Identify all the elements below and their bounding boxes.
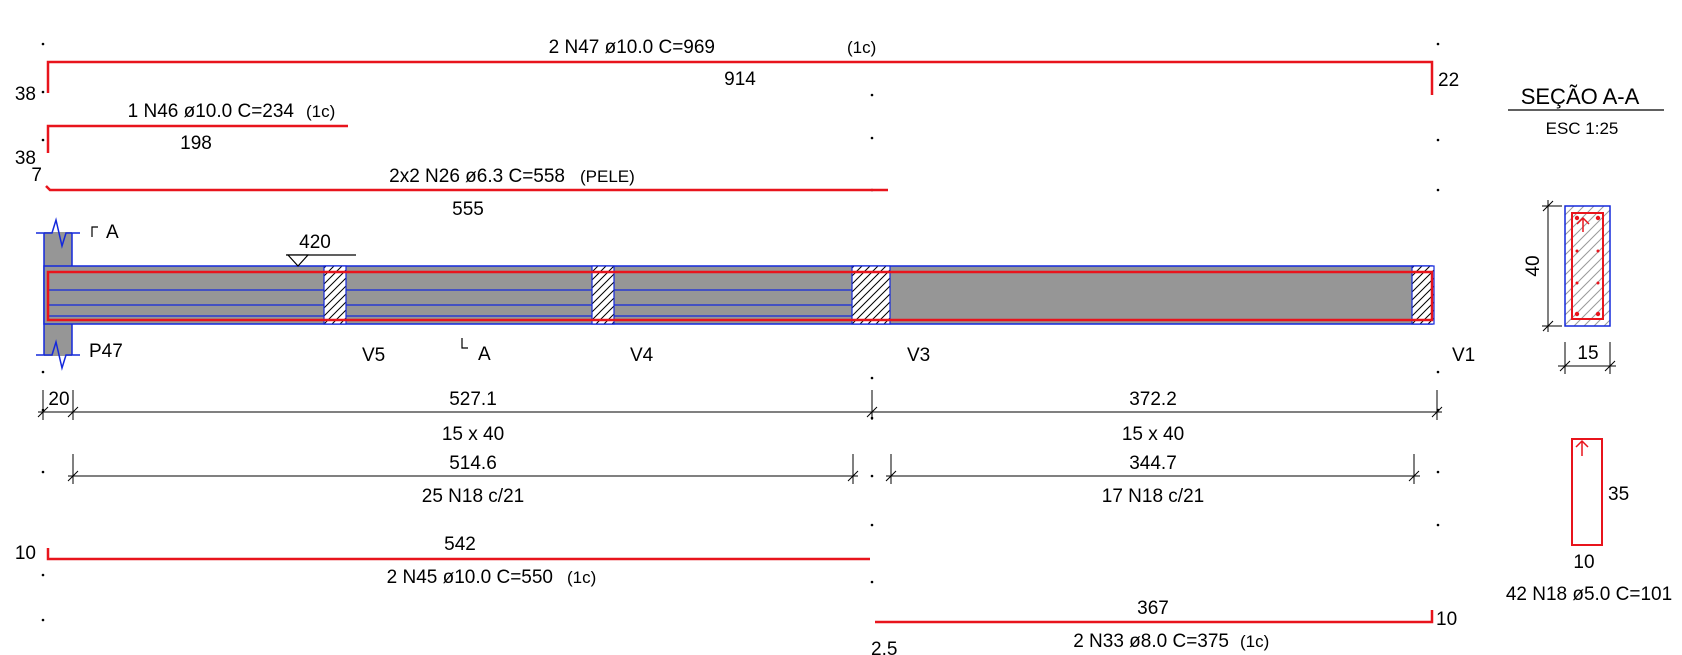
beam-rebar-outline [46,270,1434,322]
dimension-lines [37,390,1443,484]
support-v4 [591,265,615,325]
support-label-p47: P47 [89,341,123,362]
support-label-v4: V4 [630,345,654,366]
stirrup-shape [1571,438,1603,546]
section-scale: ESC 1:25 [1546,119,1619,138]
bar-n45-line [46,548,870,561]
bar-n33: 367 2 N33 ø8.0 C=375 (1c) 10 2.5 [871,598,1457,655]
bar-n26: 2x2 N26 ø6.3 C=558 (PELE) 555 7 [31,165,888,220]
column-break-top [36,217,80,249]
bar-n46-tag: (1c) [306,102,335,121]
section-mark-top: A [106,222,119,243]
bar-n45-hook-left: 10 [15,543,36,564]
support-v1 [1411,265,1435,325]
dim-span-1: 527.1 [449,389,497,410]
section-title: SEÇÃO A-A [1521,84,1640,109]
dim-stirrups-2: 17 N18 c/21 [1102,486,1204,507]
bar-n46: 1 N46 ø10.0 C=234 (1c) 198 38 [15,101,348,169]
bar-n45-tag: (1c) [567,568,596,587]
bar-n47-length: 914 [724,69,756,90]
section-height: 40 [1523,255,1544,276]
stirrup-label: 42 N18 ø5.0 C=101 [1506,584,1672,605]
support-label-v1: V1 [1452,345,1475,366]
stirrup-width: 10 [1573,552,1594,573]
bar-n47-tag: (1c) [847,38,876,57]
section-a-a: SEÇÃO A-A ESC 1:25 40 15 [1508,84,1664,374]
reference-dots [41,42,1440,622]
bar-n46-length: 198 [180,133,212,154]
bar-n47-label: 2 N47 ø10.0 C=969 [549,37,715,58]
bar-n26-line [45,185,888,192]
section-stirrup [1571,212,1604,320]
support-label-v5: V5 [362,345,385,366]
bar-n26-hook-left: 7 [31,165,42,186]
bar-n26-tag: (PELE) [580,167,635,186]
support-level-label: 420 [299,232,331,253]
bar-n33-line [875,610,1434,624]
support-label-v3: V3 [907,345,930,366]
beam-elevation: 420 A A P47 V5 V4 V3 V1 [36,217,1475,371]
bar-n45: 542 2 N45 ø10.0 C=550 (1c) 10 [15,534,870,588]
beam-body [43,265,1433,325]
bar-n33-hook-right: 10 [1436,609,1457,630]
bar-n47-line [46,60,1434,95]
dim-stirrup-len-1: 514.6 [449,453,497,474]
bar-n45-length: 542 [444,534,476,555]
stirrup-height: 35 [1608,484,1629,505]
bar-n46-line [46,124,348,153]
bar-n33-length: 367 [1137,598,1169,619]
support-v3 [851,265,891,325]
stirrup-detail: 35 10 42 N18 ø5.0 C=101 [1506,438,1672,605]
bar-n33-tag: (1c) [1240,632,1269,651]
bar-n33-label: 2 N33 ø8.0 C=375 [1073,631,1229,652]
section-width: 15 [1577,343,1598,364]
bar-n47-hook-right: 22 [1438,70,1459,91]
column-break-bottom [36,339,80,371]
bar-n45-label: 2 N45 ø10.0 C=550 [387,567,553,588]
bar-n33-offset: 2.5 [871,639,897,655]
bar-n26-length: 555 [452,199,484,220]
dim-section-2: 15 x 40 [1122,424,1184,445]
dim-support-width: 20 [48,389,69,410]
support-v5 [323,265,347,325]
dim-stirrups-1: 25 N18 c/21 [422,486,524,507]
bar-n46-hook-left: 38 [15,148,36,169]
section-mark-bottom: A [478,344,491,365]
dimension-texts: 20 527.1 372.2 15 x 40 15 x 40 514.6 344… [48,389,1204,507]
bar-n26-label: 2x2 N26 ø6.3 C=558 [389,166,565,187]
column-p47 [44,232,72,356]
dim-span-2: 372.2 [1129,389,1177,410]
dim-stirrup-len-2: 344.7 [1129,453,1177,474]
bar-n47-hook-left: 38 [15,84,36,105]
bar-n47: 2 N47 ø10.0 C=969 (1c) 914 38 22 [15,37,1459,105]
dim-section-1: 15 x 40 [442,424,504,445]
bar-n46-label: 1 N46 ø10.0 C=234 [128,101,295,122]
